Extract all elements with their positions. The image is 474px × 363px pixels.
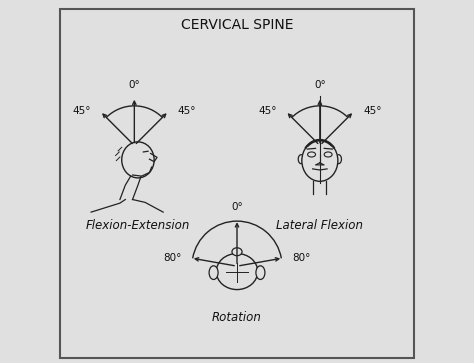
Ellipse shape [324, 152, 332, 157]
Text: CERVICAL SPINE: CERVICAL SPINE [181, 18, 293, 32]
Ellipse shape [216, 253, 258, 290]
Text: 45°: 45° [363, 106, 382, 116]
Ellipse shape [256, 266, 265, 280]
Ellipse shape [302, 140, 338, 182]
Text: 0°: 0° [128, 79, 140, 90]
Ellipse shape [122, 142, 154, 178]
Text: 0°: 0° [231, 202, 243, 212]
Text: 45°: 45° [258, 106, 276, 116]
Text: Lateral Flexion: Lateral Flexion [276, 219, 364, 232]
Text: 80°: 80° [292, 253, 310, 263]
Text: 80°: 80° [164, 253, 182, 263]
Text: Flexion-Extension: Flexion-Extension [86, 219, 190, 232]
Text: 45°: 45° [73, 106, 91, 116]
Text: Rotation: Rotation [212, 311, 262, 324]
FancyBboxPatch shape [61, 9, 413, 358]
Ellipse shape [232, 248, 242, 256]
Ellipse shape [308, 152, 316, 157]
Text: 0°: 0° [314, 79, 326, 90]
Ellipse shape [209, 266, 218, 280]
Text: 45°: 45° [178, 106, 196, 116]
